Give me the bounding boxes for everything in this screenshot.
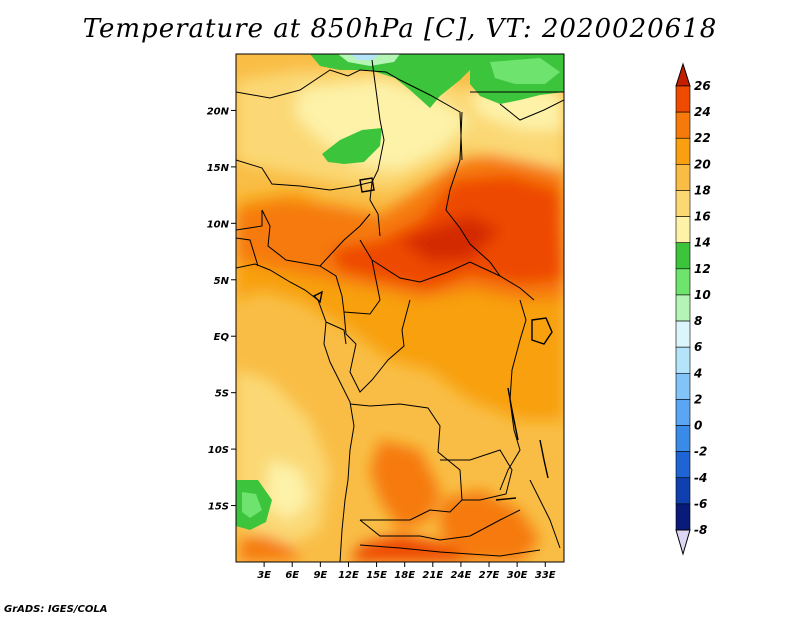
border-zambia [440,449,513,501]
lon-tick-label: 15E [366,570,387,581]
lake-kariba-icon [495,497,517,501]
colorbar-segment [675,451,691,479]
lake-volta-icon [312,290,323,304]
field-12-14-chad [322,128,382,164]
colorbar-segment [675,372,691,400]
colorbar-bottom-cap [675,529,691,556]
field-22-24-south-east [440,490,540,562]
colorbar-label: 2 [694,392,702,406]
lake-chad-icon [359,177,375,193]
lon-tick-label: 30E [507,570,528,581]
border-algeria-libya [236,69,463,161]
lakes [312,177,553,501]
colorbar-label: -6 [694,497,707,511]
colorbar-label: 10 [694,288,711,302]
border-niger-chad [369,59,385,237]
lat-tick-label: 20N [207,106,230,117]
colorbar-segment [675,425,691,452]
lon-tick-label: 3E [257,570,271,581]
colorbar-segment [675,164,691,191]
field-4-6-top [350,54,380,60]
country-boundaries [236,59,564,562]
latitude-axis: 20N 15N 10N 5N EQ 5S 10S 15S [207,106,236,513]
colorbar-label: 12 [694,262,711,276]
lon-tick-label: 21E [422,570,443,581]
colorbar-top-cap [675,62,691,87]
border-chad-sudan [445,111,501,277]
lon-tick-label: 33E [535,570,556,581]
lon-tick-label: 12E [338,570,359,581]
map-frame [235,53,565,563]
lake-malawi-icon [539,439,549,479]
lon-tick-label: 24E [451,570,472,581]
border-ethiopia [499,99,564,121]
lon-tick-label: 18E [394,570,415,581]
border-nigeria [261,209,371,267]
lon-tick-label: 9E [313,570,327,581]
colorbar-segment [675,503,691,531]
temperature-field [236,54,564,562]
colorbar-label: -2 [694,445,707,459]
colorbar-label: 16 [694,210,711,224]
field-10-12-northeast [490,58,560,84]
lake-victoria-icon [531,317,553,345]
lat-tick-label: 10N [207,219,230,230]
field-26-core [400,215,500,262]
lat-tick-label: EQ [214,332,230,343]
field-14-16-ocean [265,460,310,520]
lat-tick-label: 10S [208,445,229,456]
colorbar-segment [675,268,691,296]
border-congo [343,299,411,393]
colorbar-label: -4 [694,471,707,485]
colorbar-label: 14 [694,236,711,250]
field-22-24-south [370,440,440,530]
colorbar-label: 4 [693,366,702,380]
colorbar-label: 24 [694,105,711,119]
border-namibia [359,509,521,541]
longitude-axis: 3E 6E 9E 12E 15E 18E 21E 24E 27E 30E 33E [257,562,556,581]
lat-tick-label: 15S [208,502,229,513]
lon-tick-label: 6E [285,570,299,581]
colorbar-label: 20 [694,157,711,171]
colorbar-label: 18 [694,183,711,197]
border-mali-niger [236,159,373,191]
grads-credit: GrADS: IGES/COLA [4,604,108,615]
coastline-west-africa [236,263,355,562]
colorbar-label: 22 [694,131,711,145]
colorbar-segment [675,346,691,374]
border-gabon [325,321,347,345]
colorbar-segment [675,399,691,426]
lon-tick-label: 27E [479,570,500,581]
lat-tick-label: 5N [214,276,230,287]
border-ghana [236,237,259,267]
colorbar-label: 8 [694,314,702,328]
colorbar-segment [675,242,691,270]
colorbar-label: 26 [694,79,711,93]
colorbar-segment [675,111,691,139]
border-mozambique [529,479,561,549]
colorbar-segment [675,320,691,348]
colorbar-label: 0 [694,419,702,433]
border-sahel-east [236,210,263,231]
field-10-12-southwest [242,492,262,518]
lat-tick-label: 5S [215,389,229,400]
colorbar-segment [675,137,691,165]
lat-tick-label: 15N [207,163,230,174]
colorbar-segment [675,477,691,505]
border-angola [349,403,463,521]
lake-tanganyika-icon [507,387,519,441]
border-south-africa [359,544,541,557]
colorbar-segment [675,216,691,244]
map-title: Temperature at 850hPa [C], VT: 202002061… [82,14,718,44]
colorbar-label: 6 [694,340,702,354]
colorbar-segment [675,85,691,113]
colorbar-segment [675,294,691,322]
border-cameroon [319,239,381,315]
colorbar-segment [675,190,691,217]
colorbar-label: -8 [694,523,707,537]
border-car [371,259,535,301]
